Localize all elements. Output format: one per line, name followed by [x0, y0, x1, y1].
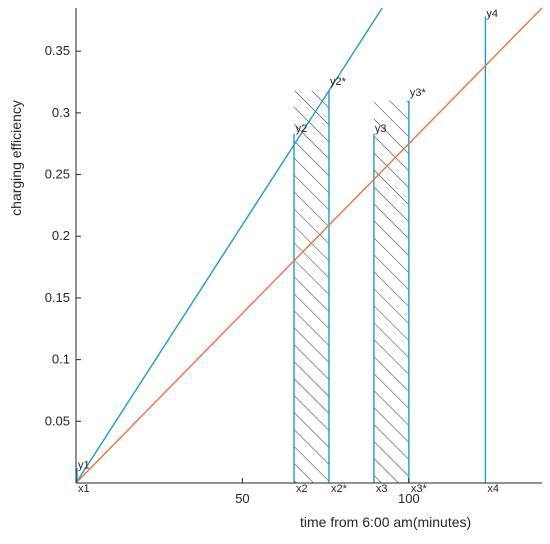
y-tick-label: 0.25	[45, 167, 70, 182]
point-label: y1	[78, 460, 90, 472]
y-tick-label: 0.35	[45, 43, 70, 58]
series-line-2	[76, 8, 542, 483]
point-label: y3	[375, 123, 387, 135]
point-label: y2	[296, 123, 308, 135]
y-tick-label: 0.3	[52, 105, 70, 120]
x-marker-label: x4	[487, 483, 499, 495]
x-tick-label: 100	[398, 491, 420, 506]
hatched-region-2	[373, 100, 409, 483]
y-tick-label: 0.05	[45, 413, 70, 428]
axes: 0.05 0.1 0.15 0.2 0.25 0.3 0.35 50 100	[45, 8, 542, 506]
y-axis-title: charging efficiency	[8, 100, 24, 216]
x-axis-title: time from 6:00 am(minutes)	[300, 514, 471, 530]
vertical-marker-lines	[76, 16, 487, 483]
y-tick-label: 0.2	[52, 228, 70, 243]
series-lines	[76, 8, 542, 483]
x-marker-label: x2*	[331, 483, 348, 495]
point-label: y4	[486, 8, 498, 20]
x-marker-label: x3	[376, 483, 388, 495]
y-tick-label: 0.15	[45, 290, 70, 305]
series-line-1	[76, 8, 383, 483]
x-marker-label: x3*	[411, 483, 428, 495]
point-label: y2*	[330, 76, 347, 88]
hatched-region-1	[294, 90, 329, 483]
x-marker-label: x2	[296, 483, 308, 495]
hatched-regions	[294, 90, 409, 483]
x-tick-label: 50	[235, 491, 249, 506]
y-tick-label: 0.1	[52, 352, 70, 367]
annotations: y1 y2 y2* y3 y3* y4 x1 x2 x2* x3 x3* x4	[78, 8, 499, 495]
point-label: y3*	[410, 87, 427, 99]
x-marker-label: x1	[78, 483, 90, 495]
